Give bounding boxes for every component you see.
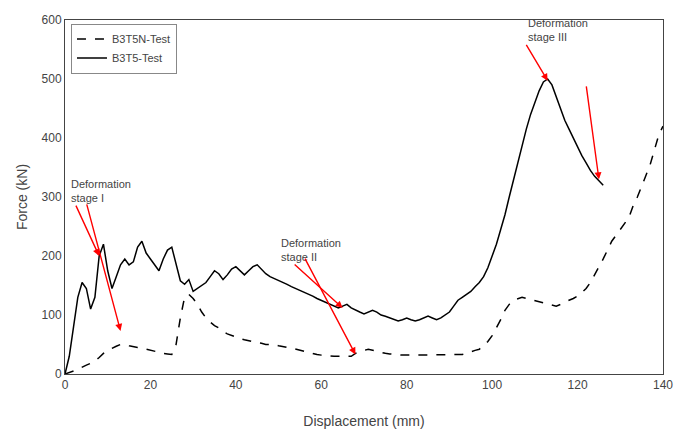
svg-text:Force (kN): Force (kN) [14,164,30,230]
svg-text:120: 120 [568,378,588,392]
svg-text:600: 600 [42,13,62,27]
svg-text:300: 300 [42,190,62,204]
svg-text:0: 0 [55,367,62,381]
svg-text:Displacement (mm): Displacement (mm) [303,413,424,429]
svg-text:0: 0 [62,378,69,392]
svg-text:Deformationstage I: Deformationstage I [71,178,131,204]
svg-text:60: 60 [315,378,329,392]
svg-text:B3T5-Test: B3T5-Test [112,52,162,64]
svg-text:Deformationstage III: Deformationstage III [528,17,588,43]
svg-text:Deformationstage II: Deformationstage II [281,237,341,263]
svg-text:100: 100 [42,308,62,322]
svg-text:B3T5N-Test: B3T5N-Test [112,33,170,45]
svg-text:500: 500 [42,72,62,86]
svg-text:100: 100 [482,378,502,392]
svg-text:20: 20 [144,378,158,392]
svg-text:40: 40 [229,378,243,392]
svg-text:140: 140 [653,378,673,392]
svg-text:400: 400 [42,131,62,145]
svg-text:80: 80 [400,378,414,392]
svg-text:200: 200 [42,249,62,263]
